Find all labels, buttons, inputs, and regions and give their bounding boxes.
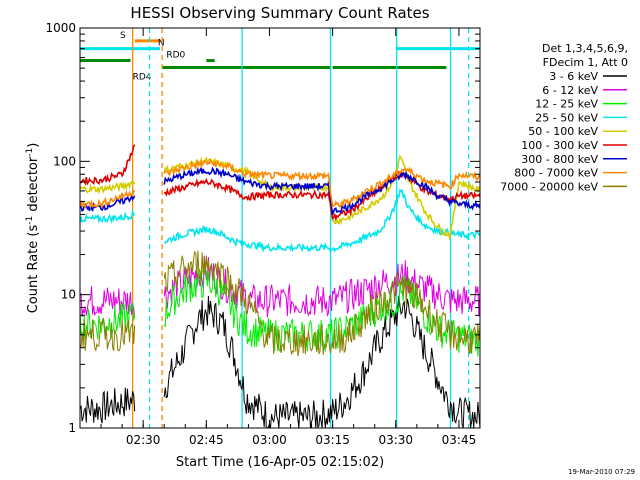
plot-frame (79, 27, 481, 429)
flag-label-1: N (158, 39, 165, 49)
y-axis-ticks: 1 10 100 1000 (45, 21, 480, 435)
chart-title: HESSI Observing Summary Count Rates (130, 4, 429, 22)
legend-label-0: 3 - 6 keV (549, 70, 598, 83)
legend-label-1: 6 - 12 keV (542, 84, 598, 97)
series-line-6 (79, 166, 481, 215)
legend-header-line-1: Det 1,3,4,5,6,9, (542, 42, 628, 55)
x-tick-label-1: 02:45 (189, 433, 224, 447)
legend-label-2: 12 - 25 keV (535, 98, 598, 111)
series-line-0 (79, 295, 481, 429)
legend-label-5: 100 - 300 keV (521, 139, 598, 152)
legend-label-6: 300 - 800 keV (521, 153, 598, 166)
legend-label-4: 50 - 100 keV (528, 125, 598, 138)
vertical-markers (131, 28, 470, 428)
x-tick-label-4: 03:30 (378, 433, 413, 447)
series-line-2 (79, 266, 481, 357)
flag-label-2: RD0 (166, 51, 185, 61)
flag-label-3: RD4 (133, 73, 152, 83)
x-tick-label-0: 02:30 (126, 433, 161, 447)
legend-header-line-2: FDecim 1, Att 0 (543, 56, 628, 69)
series-line-4 (79, 154, 481, 241)
legend-label-3: 25 - 50 keV (535, 111, 598, 124)
y-axis-label: Count Rate (s-1 detector-1) (25, 143, 41, 314)
series-line-7 (79, 158, 481, 210)
series-line-3 (79, 188, 481, 253)
x-axis-label: Start Time (16-Apr-05 02:15:02) (176, 455, 384, 470)
y-tick-label-0: 1 (68, 421, 76, 435)
series-line-8 (79, 250, 481, 357)
y-tick-label-2: 100 (53, 154, 76, 168)
y-tick-label-1: 10 (61, 288, 76, 302)
x-tick-label-2: 03:00 (252, 433, 287, 447)
series-line-5 (79, 144, 481, 222)
legend-label-7: 800 - 7000 keV (514, 167, 598, 180)
footer-date: 19-Mar-2010 07:29 (568, 468, 635, 476)
flag-label-0: S (120, 31, 126, 41)
data-series (79, 144, 481, 429)
series-line-1 (79, 255, 481, 318)
x-axis-ticks: 02:30 02:45 03:00 03:15 03:30 03:45 (79, 28, 481, 447)
x-tick-label-5: 03:45 (442, 433, 477, 447)
legend-label-8: 7000 - 20000 keV (500, 180, 598, 193)
x-tick-label-3: 03:15 (315, 433, 350, 447)
y-tick-label-3: 1000 (45, 21, 76, 35)
